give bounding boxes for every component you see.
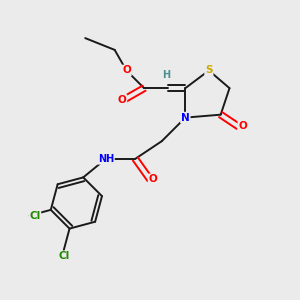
Text: N: N	[181, 112, 190, 123]
Text: Cl: Cl	[29, 211, 40, 220]
Text: S: S	[205, 65, 213, 76]
Text: O: O	[122, 65, 131, 76]
Text: O: O	[238, 122, 247, 131]
Text: H: H	[162, 70, 170, 80]
Text: NH: NH	[98, 154, 114, 164]
Text: Cl: Cl	[58, 251, 69, 261]
Text: O: O	[148, 174, 157, 184]
Text: O: O	[118, 95, 126, 105]
